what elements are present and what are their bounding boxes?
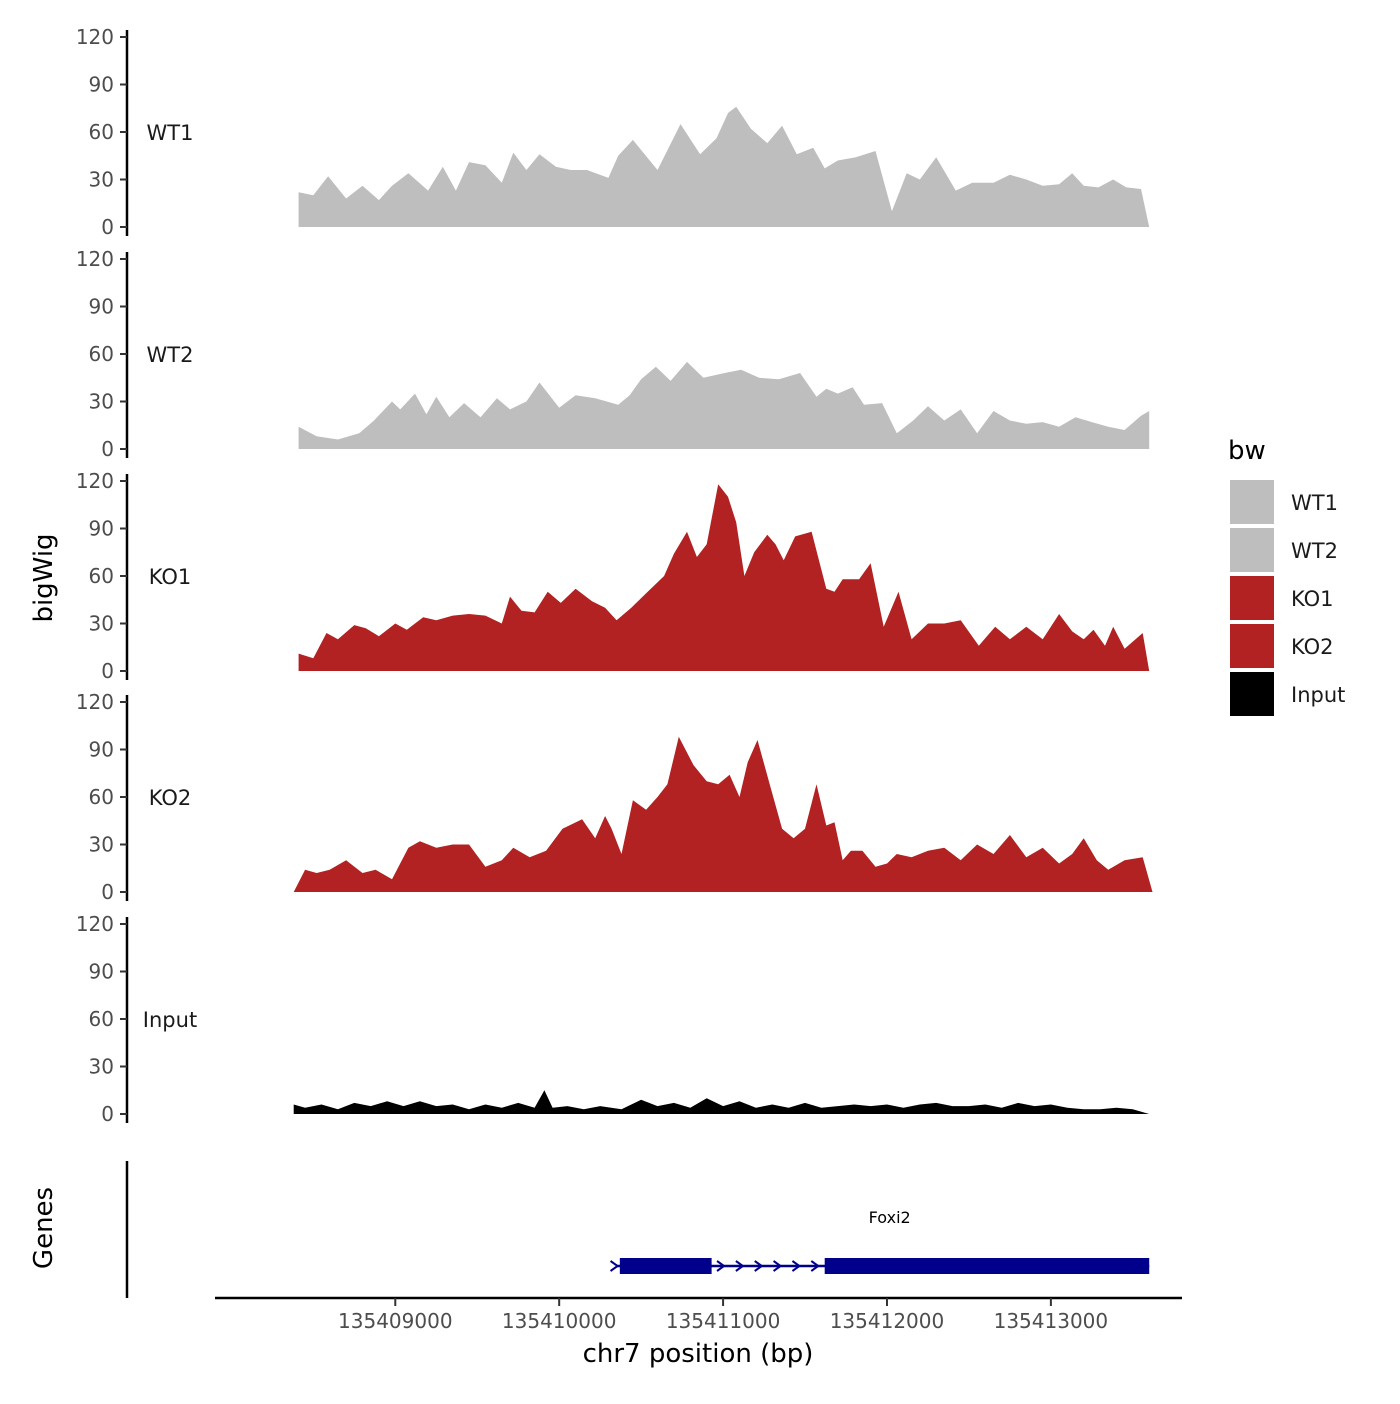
- legend-label: WT2: [1291, 539, 1338, 563]
- y-tick-label: 60: [89, 120, 114, 144]
- y-tick-label: 30: [89, 168, 114, 192]
- y-tick-label: 90: [89, 738, 114, 762]
- y-tick-label: 90: [89, 517, 114, 541]
- x-axis: 135409000 135410000 135411000 135412000 1354…: [215, 1296, 1182, 1369]
- y-tick-label: 30: [89, 833, 114, 857]
- x-axis-title: chr7 position (bp): [583, 1339, 814, 1369]
- track-panel-wt2: 0 30 60 90 120 WT2: [76, 247, 1150, 461]
- gene-track-panel: Genes Foxi2: [29, 1161, 1150, 1298]
- track-panel-input: 0 30 60 90 120 Input: [76, 912, 1150, 1126]
- legend-swatch: [1230, 480, 1274, 524]
- y-tick-label: 60: [89, 1007, 114, 1031]
- y-tick-label: 120: [76, 247, 114, 271]
- legend-label: KO2: [1291, 635, 1334, 659]
- y-tick-label: 90: [89, 960, 114, 984]
- x-tick-label: 135413000: [994, 1309, 1109, 1333]
- track-panel-ko1: 0 30 60 90 120 KO1: [76, 469, 1150, 683]
- track-label-wt2: WT2: [147, 343, 194, 367]
- legend-item-wt2: WT2: [1230, 528, 1338, 572]
- y-tick-label: 30: [89, 390, 114, 414]
- y-tick-label: 0: [101, 659, 114, 683]
- legend-label: KO1: [1291, 587, 1334, 611]
- track-panels: 0306090120WT10306090120WT20306090120KO10…: [76, 25, 1153, 1126]
- legend-item-ko2: KO2: [1230, 624, 1334, 668]
- legend-item-wt1: WT1: [1230, 480, 1338, 524]
- y-tick-label: 60: [89, 342, 114, 366]
- y-tick-label: 0: [101, 1102, 114, 1126]
- legend-item-ko1: KO1: [1230, 576, 1334, 620]
- y-tick-label: 120: [76, 690, 114, 714]
- y-tick-label: 120: [76, 25, 114, 49]
- y-axis-title: bigWig: [29, 533, 59, 622]
- strand-arrow: [810, 1260, 820, 1272]
- y-tick-label: 0: [101, 880, 114, 904]
- legend-label: WT1: [1291, 491, 1338, 515]
- x-axis-ticks: 135409000 135410000 135411000 135412000 1354…: [338, 1298, 1108, 1333]
- coverage-area-ko1: [298, 484, 1150, 671]
- x-tick-label: 135411000: [666, 1309, 781, 1333]
- track-label-input: Input: [143, 1008, 197, 1032]
- gene-models: Foxi2: [609, 1208, 1150, 1274]
- y-tick-label: 90: [89, 73, 114, 97]
- coverage-area-wt1: [298, 106, 1150, 227]
- y-tick-label: 120: [76, 469, 114, 493]
- y-tick-label: 60: [89, 564, 114, 588]
- y-tick-label: 0: [101, 437, 114, 461]
- legend-swatch: [1230, 576, 1274, 620]
- y-tick-label: 0: [101, 215, 114, 239]
- y-tick-label: 30: [89, 612, 114, 636]
- coverage-area-input: [293, 1090, 1150, 1114]
- strand-arrow: [716, 1260, 726, 1272]
- legend-swatch: [1230, 672, 1274, 716]
- gene-model-foxi2: Foxi2: [609, 1208, 1150, 1274]
- coverage-area-ko2: [293, 736, 1153, 892]
- track-label-wt1: WT1: [147, 121, 194, 145]
- legend-items: WT1 WT2 KO1 KO2 Input: [1230, 480, 1345, 716]
- legend-label: Input: [1291, 683, 1345, 707]
- x-tick-label: 135409000: [338, 1309, 453, 1333]
- strand-arrow: [791, 1260, 802, 1272]
- legend: bw WT1 WT2 KO1 KO2 Input: [1228, 436, 1345, 716]
- y-tick-label: 120: [76, 912, 114, 936]
- legend-item-input: Input: [1230, 672, 1345, 716]
- y-tick-label: 60: [89, 785, 114, 809]
- gene-exon: [824, 1258, 1150, 1274]
- legend-swatch: [1230, 624, 1274, 668]
- track-label-ko1: KO1: [149, 565, 192, 589]
- strand-arrow: [735, 1260, 745, 1272]
- legend-title: bw: [1228, 436, 1266, 466]
- genes-axis-title: Genes: [29, 1187, 59, 1269]
- gene-exon: [619, 1258, 712, 1274]
- legend-swatch: [1230, 528, 1274, 572]
- x-tick-label: 135412000: [830, 1309, 945, 1333]
- strand-arrow: [609, 1260, 620, 1272]
- coverage-area-wt2: [298, 361, 1150, 449]
- y-tick-label: 90: [89, 295, 114, 319]
- track-panel-ko2: 0 30 60 90 120 KO2: [76, 690, 1153, 904]
- track-label-ko2: KO2: [149, 786, 192, 810]
- strand-arrow: [772, 1260, 783, 1272]
- strand-arrow: [754, 1260, 764, 1272]
- gene-name-label: Foxi2: [869, 1208, 911, 1227]
- track-panel-wt1: 0 30 60 90 120 WT1: [76, 25, 1150, 239]
- y-tick-label: 30: [89, 1055, 114, 1079]
- x-tick-label: 135410000: [502, 1309, 617, 1333]
